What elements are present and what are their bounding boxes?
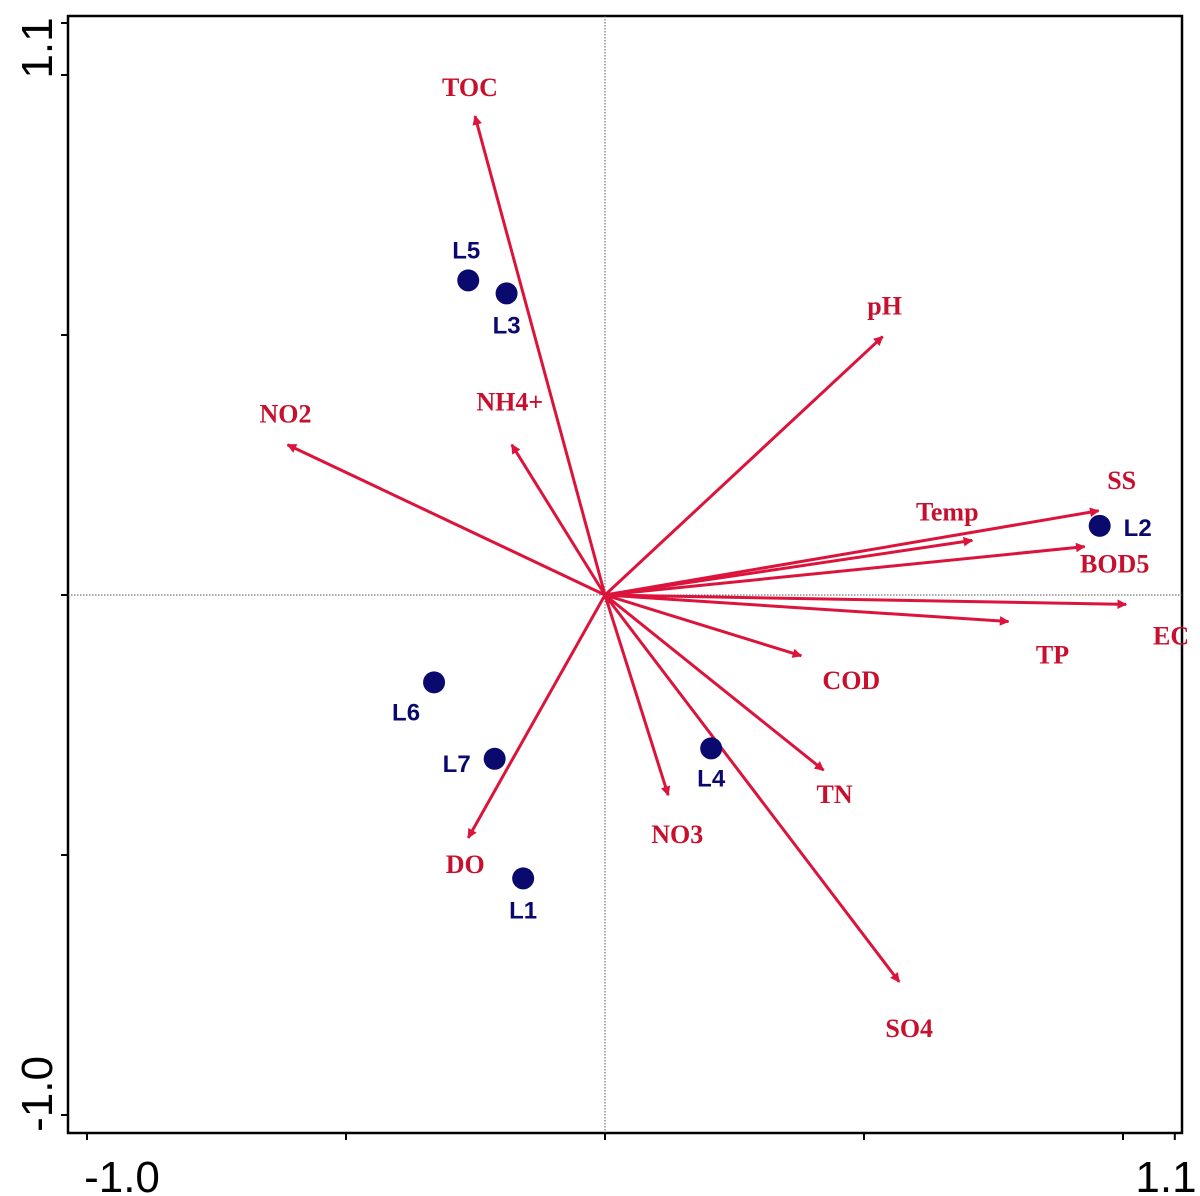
vector-label-tp: TP — [1036, 641, 1069, 670]
vector-no2 — [286, 443, 606, 597]
vector-label-cod: COD — [822, 666, 880, 695]
site-label-l1: L1 — [509, 897, 537, 924]
vector-label-so4: SO4 — [885, 1014, 933, 1043]
vector-ph — [603, 335, 884, 597]
y-tick-label-min: -1.0 — [13, 1056, 62, 1132]
site-label-l5: L5 — [452, 237, 480, 264]
vector-label-no2: NO2 — [259, 400, 311, 429]
vector-label-ph: pH — [867, 292, 902, 321]
site-label-l6: L6 — [392, 699, 420, 726]
vector-tp — [604, 593, 1010, 626]
vector-label-do: DO — [446, 850, 485, 879]
vector-tn — [604, 593, 825, 772]
x-tick-label-min: -1.0 — [84, 1153, 160, 1196]
vector-label-ec: EC — [1153, 621, 1189, 650]
vector-label-temp: Temp — [916, 497, 979, 526]
site-label-l3: L3 — [493, 312, 521, 339]
site-point-l5 — [457, 269, 480, 292]
plot-frame — [66, 14, 1184, 1135]
vector-cod — [604, 593, 803, 658]
site-label-l4: L4 — [697, 765, 726, 792]
site-point-l1 — [512, 867, 535, 890]
site-point-l2 — [1088, 514, 1111, 537]
site-point-l7 — [483, 747, 506, 770]
x-tick-label-max: 1.1 — [1135, 1153, 1196, 1196]
vector-label-tn: TN — [817, 780, 853, 809]
site-label-l2: L2 — [1124, 515, 1152, 542]
vector-label-no3: NO3 — [651, 820, 703, 849]
site-point-l6 — [423, 671, 446, 694]
site-point-l3 — [495, 282, 518, 305]
y-tick-label-max: 1.1 — [13, 17, 62, 78]
vector-no3 — [603, 594, 671, 797]
vector-do — [466, 594, 607, 839]
vector-label-nh4plus: NH4+ — [476, 388, 543, 417]
vector-label-ss: SS — [1107, 466, 1136, 495]
vector-nh4plus — [510, 443, 607, 596]
vector-bod5 — [604, 542, 1086, 597]
vector-ec — [604, 593, 1128, 610]
vector-toc — [472, 115, 607, 596]
site-label-l7: L7 — [443, 751, 471, 778]
vector-label-toc: TOC — [442, 73, 498, 102]
vector-label-bod5: BOD5 — [1080, 550, 1149, 579]
vector-ss — [604, 507, 1100, 597]
vector-so4 — [603, 594, 901, 983]
vector-temp — [604, 536, 974, 597]
site-point-l4 — [700, 737, 723, 760]
